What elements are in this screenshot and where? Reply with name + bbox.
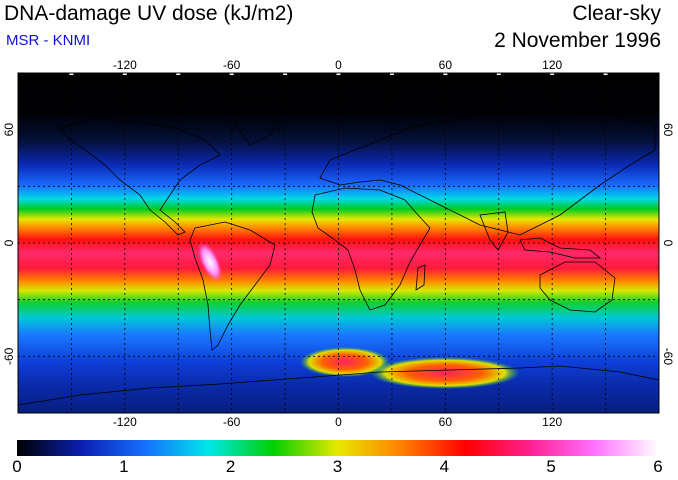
colorbar-tick-label: 4 bbox=[439, 457, 450, 476]
coastline-europe-asia bbox=[319, 111, 656, 236]
lon-tick-label-bottom: -60 bbox=[223, 415, 241, 429]
coastline-india bbox=[479, 211, 509, 251]
coastlines bbox=[18, 99, 659, 413]
coastline-madagascar bbox=[415, 264, 426, 291]
lat-tick-label-right: 0 bbox=[661, 240, 675, 247]
coastline-indonesia bbox=[519, 237, 602, 259]
colorbar-tick-label: 0 bbox=[12, 457, 22, 476]
coastline-north-america bbox=[59, 117, 221, 236]
lon-tick-label-bottom: -120 bbox=[113, 415, 137, 429]
credit-label: MSR - KNMI bbox=[6, 32, 91, 49]
coastline-antarctica bbox=[18, 365, 659, 413]
date-label: 2 November 1996 bbox=[494, 29, 661, 52]
colorbar-tick-label: 2 bbox=[225, 457, 236, 476]
lon-tick-label-top: 60 bbox=[439, 58, 453, 72]
lat-labels-left: 60 0 -60 bbox=[2, 123, 16, 365]
lat-tick-label-left: -60 bbox=[2, 347, 16, 365]
lon-tick-label-bottom: 60 bbox=[439, 415, 453, 429]
map-frame bbox=[17, 72, 660, 414]
lon-tick-label-top: 0 bbox=[335, 58, 342, 72]
lon-tick-label-bottom: 0 bbox=[335, 415, 342, 429]
colorbar-tick-label: 1 bbox=[119, 457, 129, 476]
colorbar-tick-label: 5 bbox=[546, 457, 556, 476]
lat-tick-label-left: 0 bbox=[2, 239, 16, 246]
lat-tick-label-left: 60 bbox=[2, 123, 16, 137]
lat-tick-label-right: 60 bbox=[661, 123, 675, 137]
map-title: DNA-damage UV dose (kJ/m2) bbox=[4, 2, 294, 25]
lat-labels-right: 60 0 -60 bbox=[661, 123, 675, 365]
colorbar-tick-label: 6 bbox=[653, 457, 663, 476]
lon-tick-label-top: 120 bbox=[542, 58, 562, 72]
coastline-south-america bbox=[189, 221, 276, 351]
lon-tick-label-bottom: 120 bbox=[542, 415, 562, 429]
lat-tick-label-right: -60 bbox=[661, 348, 675, 366]
coastline-africa bbox=[311, 187, 431, 311]
lon-labels-bottom: -120 -60 0 60 120 bbox=[113, 415, 563, 429]
lon-labels-top: -120 -60 0 60 120 bbox=[113, 58, 563, 72]
coastline-australia bbox=[539, 261, 616, 313]
coastline-greenland bbox=[229, 99, 286, 146]
colorbar-tick-label: 3 bbox=[332, 457, 343, 476]
sky-condition-label: Clear-sky bbox=[572, 2, 661, 25]
lon-tick-label-top: -60 bbox=[223, 58, 241, 72]
graticule bbox=[18, 73, 659, 413]
lon-tick-label-top: -120 bbox=[113, 58, 137, 72]
colorbar bbox=[17, 440, 658, 456]
